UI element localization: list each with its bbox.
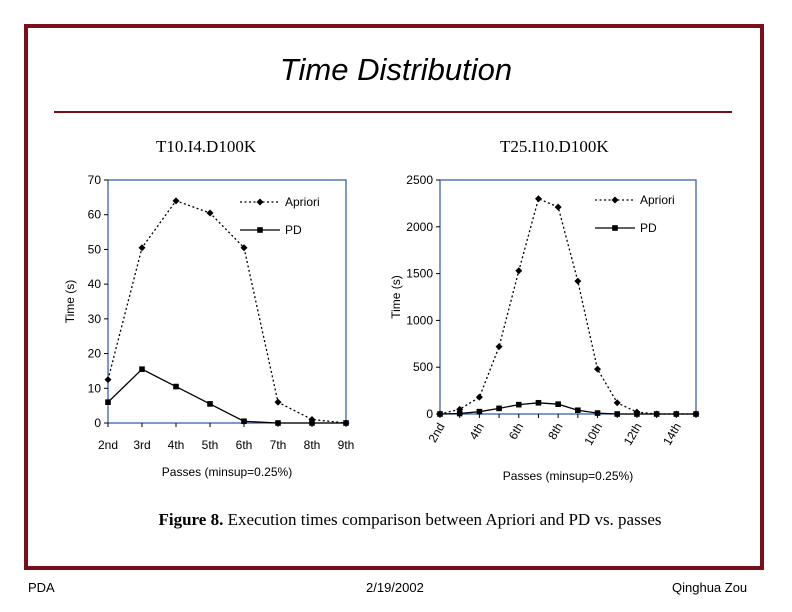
chart-2-y-tick-label: 500 — [413, 360, 433, 374]
chart-1-y-tick-label: 0 — [94, 416, 101, 430]
chart-2-apriori-line — [439, 197, 696, 415]
chart-1-pd-point — [241, 418, 247, 425]
caption-lead: Figure 8. — [158, 510, 224, 529]
chart-2-apriori-point — [534, 195, 542, 203]
footer-date: 2/19/2002 — [366, 580, 424, 595]
chart-2-x-tick-label: 12th — [621, 421, 645, 448]
chart-1-x-tick-label: 6th — [236, 438, 253, 452]
chart-1-pd-point — [139, 366, 145, 372]
chart-1-pd-line — [107, 368, 346, 424]
chart-1-apriori-point — [104, 376, 112, 384]
slide-frame — [24, 24, 764, 570]
chart-2-x-tick-label: 4th — [467, 421, 487, 442]
chart-1-pd-legend-label: PD — [285, 223, 302, 237]
chart-2-pd-point — [476, 408, 483, 415]
chart-2-pd-point — [456, 410, 463, 417]
chart-1-y-tick-label: 20 — [88, 347, 102, 361]
chart-2-apriori-point — [613, 399, 621, 407]
chart-2-y-axis-label: Time (s) — [389, 275, 403, 319]
chart-1-y-tick-label: 70 — [88, 173, 102, 187]
chart-2-pd-line — [439, 402, 696, 415]
chart-2-pd-point — [653, 411, 660, 417]
chart-1-apriori-line — [107, 200, 347, 424]
chart-1-y-tick-label: 10 — [88, 381, 102, 395]
chart-1-pd-point — [105, 399, 111, 405]
chart-2-pd-point — [673, 411, 680, 417]
chart-2-apriori-point — [554, 203, 562, 211]
chart-1-apriori-legend-marker — [256, 198, 264, 206]
chart-2-apriori-point — [574, 277, 582, 285]
chart-2-x-tick-label: 8th — [545, 421, 565, 442]
chart-1-pd-point — [309, 420, 315, 426]
chart-1-apriori-point — [138, 244, 146, 252]
chart-2-y-tick-label: 2000 — [406, 220, 433, 234]
chart-2-apriori-legend-label: Apriori — [640, 193, 675, 207]
chart-1-pd-point — [207, 401, 213, 407]
footer-left: PDA — [28, 580, 55, 595]
chart-2-pd-point — [575, 407, 581, 414]
chart-1-y-tick-label: 60 — [88, 208, 102, 222]
chart-1-pd-point — [173, 383, 179, 390]
chart-2-y-tick-label: 1000 — [406, 313, 433, 327]
chart-2-y-tick-label: 2500 — [406, 173, 433, 187]
chart-1-apriori-point — [240, 244, 248, 252]
chart-1-x-axis-label: Passes (minsup=0.25%) — [162, 465, 292, 479]
figure-caption: Figure 8. Execution times comparison bet… — [110, 507, 710, 532]
chart-1: 0 10 20 30 40 50 60 70 2nd 3rd 4th 5th 6th 7th 8th 9th P… — [63, 173, 355, 479]
chart-2-pd-point — [437, 411, 443, 417]
chart-2-pd-point — [515, 401, 522, 408]
chart-1-x-tick-label: 4th — [168, 438, 185, 452]
chart-1-x-tick-label: 5th — [202, 438, 219, 452]
chart-1-y-tick-label: 50 — [88, 242, 102, 256]
chart-2-x-axis-label: Passes (minsup=0.25%) — [503, 469, 633, 483]
slide-title: Time Distribution — [279, 52, 513, 87]
chart-2-pd-point — [496, 405, 502, 412]
chart-2-plot-area — [439, 179, 697, 415]
chart-2-title: T25.I10.D100K — [500, 137, 609, 156]
chart-1-apriori-point — [206, 209, 214, 217]
chart-1-y-tick-label: 40 — [88, 277, 102, 291]
chart-2-y-tick-label: 1500 — [406, 267, 433, 281]
chart-2-pd-point — [634, 411, 640, 417]
chart-2-apriori-point — [475, 393, 483, 401]
chart-2-pd-point — [614, 411, 621, 417]
chart-1-apriori-point — [172, 197, 180, 205]
chart-2-pd-point — [594, 410, 601, 416]
chart-1-title: T10.I4.D100K — [156, 137, 257, 156]
chart-1-x-tick-label: 8th — [304, 438, 321, 452]
chart-2-pd-legend-marker — [612, 225, 618, 231]
chart-2-x-tick-label: 10th — [581, 421, 605, 448]
chart-1-y-axis-label: Time (s) — [63, 280, 77, 324]
chart-1-x-tick-label: 9th — [338, 438, 355, 452]
chart-1-plot-area — [107, 179, 347, 424]
chart-1-pd-legend-marker — [257, 227, 263, 233]
footer-author: Qinghua Zou — [672, 580, 748, 595]
chart-2-apriori-point — [515, 267, 523, 275]
chart-1-pd-point — [343, 420, 349, 426]
chart-2-pd-point — [555, 401, 561, 407]
chart-2-x-tick-label: 2nd — [425, 421, 447, 445]
chart-2-apriori-point — [495, 343, 503, 351]
chart-2-x-tick-label: 14th — [660, 421, 684, 448]
chart-2-pd-point — [535, 399, 542, 406]
chart-1-x-tick-label: 2nd — [98, 438, 118, 452]
title-rule — [54, 111, 732, 113]
caption-text: Execution times comparison between Aprio… — [227, 510, 662, 529]
chart-2-apriori-legend-marker — [611, 196, 619, 204]
chart-2-pd-point — [693, 411, 699, 417]
chart-1-apriori-legend-label: Apriori — [285, 195, 320, 209]
chart-2-pd-legend-label: PD — [640, 221, 657, 235]
chart-2-y-tick-label: 0 — [426, 407, 433, 421]
chart-1-pd-point — [275, 420, 281, 426]
chart-2-x-tick-label: 6th — [506, 421, 526, 442]
chart-1-apriori-point — [274, 398, 282, 406]
chart-1-y-tick-label: 30 — [88, 312, 102, 326]
chart-2-apriori-point — [594, 365, 602, 373]
chart-1-x-tick-label: 7th — [270, 438, 287, 452]
chart-1-x-tick-label: 3rd — [133, 438, 150, 452]
chart-2: 0 500 1000 1500 2000 2500 2nd 4th 6th 8th 10th 12th… — [389, 173, 700, 483]
